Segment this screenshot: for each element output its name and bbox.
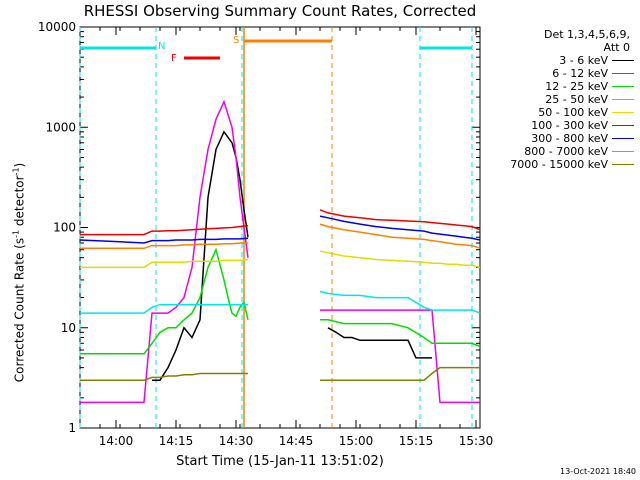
legend-header-line: Att 0 [603,41,630,54]
legend-swatch [612,151,634,152]
legend-entry-label: 25 - 50 keV [545,93,608,106]
legend-header: Det 1,3,4,5,6,9, Att 0 [544,28,630,54]
y-tick-label: 100 [53,221,76,235]
legend-entry: 25 - 50 keV [486,93,634,106]
series-line-3 [80,290,481,314]
legend-entry-label: 7000 - 15000 keV [510,158,608,171]
legend-entry: 12 - 25 keV [486,80,634,93]
legend-entry: 3 - 6 keV [486,54,634,67]
x-tick-label: 14:45 [279,434,314,448]
x-tick-label: 14:15 [159,434,194,448]
legend-entry: 100 - 300 keV [486,119,634,132]
y-tick-label: 10 [61,321,76,335]
legend-entry-label: 50 - 100 keV [538,106,608,119]
series-line-0 [152,130,432,381]
legend-entry: 7000 - 15000 keV [486,158,634,171]
series-line-4 [80,250,481,269]
x-tick-label: 15:00 [339,434,374,448]
x-tick-label: 15:15 [399,434,434,448]
series-line-8 [80,366,480,381]
legend-swatch [612,164,634,165]
legend-swatch [612,99,634,100]
x-axis-label: Start Time (15-Jan-11 13:51:02) [176,454,384,469]
legend-entry: 50 - 100 keV [486,106,634,119]
legend-swatch [612,86,634,87]
legend-entry-label: 100 - 300 keV [531,119,608,132]
y-tick-label: 10000 [38,20,76,34]
flare-marker-label: F [171,53,177,64]
legend-entry-label: 6 - 12 keV [552,67,608,80]
y-tick-label: 1000 [45,120,76,134]
legend-swatch [612,138,634,139]
y-axis-label: Corrected Count Rate (s-1 detector-1) [11,162,27,383]
series-line-6 [79,215,481,244]
legend-entry: 800 - 7000 keV [486,145,634,158]
legend-entry-label: 300 - 800 keV [531,132,608,145]
night-marker-label: N [158,41,165,52]
legend-entry-label: 12 - 25 keV [545,80,608,93]
legend-header-line: Det 1,3,4,5,6,9, [543,28,630,41]
x-tick-label: 14:00 [99,434,134,448]
legend-entry: 300 - 800 keV [486,132,634,145]
legend-entry-label: 3 - 6 keV [559,54,608,67]
footer-timestamp: 13-Oct-2021 18:40 [560,467,636,476]
legend-swatch [612,125,634,126]
series-line-1 [80,99,480,404]
x-tick-label: 15:30 [459,434,494,448]
x-tick-label: 14:30 [219,434,254,448]
legend-swatch [612,112,634,113]
saa-marker-label: S [233,35,239,46]
legend-swatch [612,60,634,61]
series-line-5 [80,209,481,236]
legend-entry: 6 - 12 keV [486,67,634,80]
chart-title: RHESSI Observing Summary Count Rates, Co… [83,2,477,20]
series-line-7 [80,223,481,250]
chart-legend: 3 - 6 keV 6 - 12 keV 12 - 25 keV 25 - 50 ke… [486,54,634,171]
legend-entry-label: 800 - 7000 keV [524,145,608,158]
y-tick-label: 1 [68,421,76,435]
legend-swatch [612,73,634,74]
